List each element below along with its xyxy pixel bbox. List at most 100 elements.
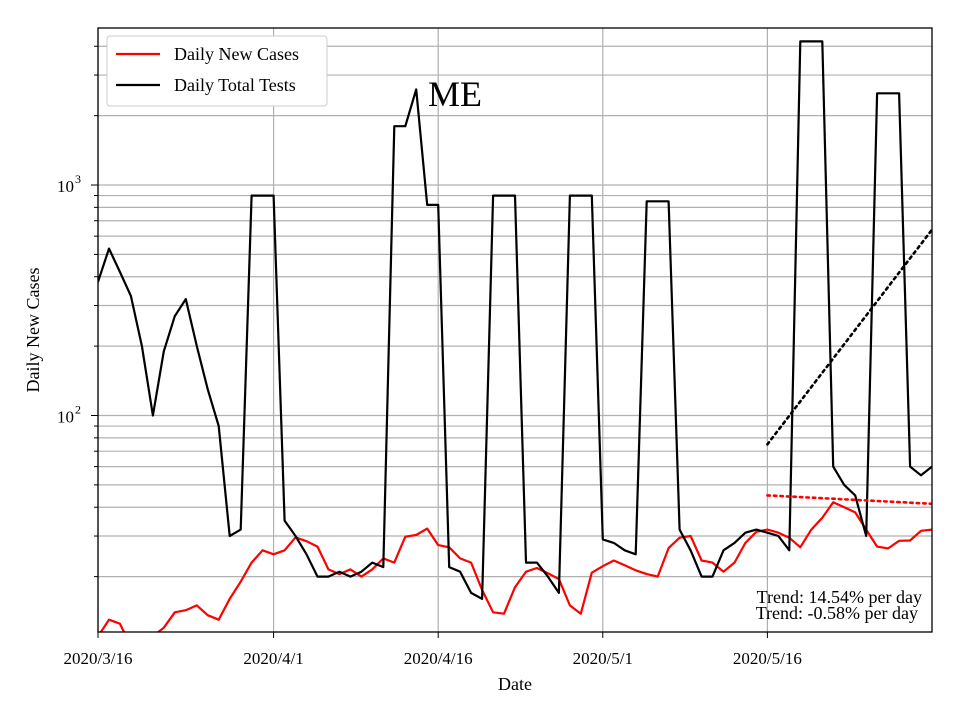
data-point-daily-total-tests [678, 528, 681, 531]
data-point-daily-new-cases [173, 611, 176, 614]
data-point-daily-new-cases [404, 535, 407, 538]
y-axis-label: Daily New Cases [23, 268, 43, 393]
data-point-daily-new-cases [393, 561, 396, 564]
data-point-daily-total-tests [909, 465, 912, 468]
series-layer [98, 40, 932, 632]
data-point-daily-total-tests [437, 204, 440, 207]
data-point-daily-total-tests [492, 194, 495, 197]
data-point-daily-new-cases [733, 561, 736, 564]
data-point-daily-new-cases [272, 553, 275, 556]
data-point-daily-new-cases [437, 544, 440, 547]
data-point-daily-new-cases [645, 573, 648, 576]
data-point-daily-total-tests [590, 194, 593, 197]
data-point-daily-new-cases [162, 626, 165, 629]
data-point-daily-new-cases [217, 618, 220, 621]
data-point-daily-total-tests [448, 566, 451, 569]
plot-area-frame [97, 27, 933, 633]
data-point-daily-new-cases [492, 611, 495, 614]
legend: Daily New Cases Daily Total Tests [106, 35, 328, 107]
data-point-daily-new-cases [283, 549, 286, 552]
data-point-daily-new-cases [799, 546, 802, 549]
y-tick-label: 10 [57, 408, 74, 427]
data-point-daily-total-tests [865, 535, 868, 538]
x-tick-label: 2020/5/1 [573, 649, 633, 668]
data-point-daily-total-tests [569, 194, 572, 197]
data-point-daily-total-tests [305, 553, 308, 556]
data-point-daily-new-cases [612, 559, 615, 562]
data-point-daily-new-cases [909, 539, 912, 542]
data-point-daily-total-tests [788, 549, 791, 552]
data-point-daily-total-tests [656, 200, 659, 203]
data-point-daily-new-cases [777, 531, 780, 534]
data-point-daily-new-cases [195, 604, 198, 607]
data-point-daily-new-cases [887, 547, 890, 550]
data-point-daily-total-tests [173, 315, 176, 318]
data-point-daily-total-tests [272, 194, 275, 197]
data-point-daily-total-tests [108, 247, 111, 250]
data-point-daily-total-tests [821, 40, 824, 43]
x-tick-label: 2020/4/1 [243, 649, 303, 668]
data-point-daily-total-tests [579, 194, 582, 197]
data-point-daily-total-tests [382, 566, 385, 569]
data-point-daily-total-tests [525, 561, 528, 564]
data-point-daily-new-cases [316, 545, 319, 548]
data-point-daily-total-tests [547, 575, 550, 578]
trend-annotation-cases: Trend: -0.58% per day [756, 603, 918, 623]
data-point-daily-total-tests [327, 575, 330, 578]
y-tick-label: 10 [57, 177, 74, 196]
data-point-daily-total-tests [162, 350, 165, 353]
data-point-daily-new-cases [239, 580, 242, 583]
data-point-daily-new-cases [119, 622, 122, 625]
data-point-daily-total-tests [887, 92, 890, 95]
legend-label-daily-new-cases: Daily New Cases [174, 44, 299, 64]
data-point-daily-total-tests [404, 125, 407, 128]
ticks: 2020/3/16 2020/4/1 2020/4/16 2020/5/1 2020/5… [57, 45, 802, 668]
data-point-daily-total-tests [195, 345, 198, 348]
data-point-daily-new-cases [459, 557, 462, 560]
data-point-daily-new-cases [810, 528, 813, 531]
data-point-daily-new-cases [876, 545, 879, 548]
data-point-daily-new-cases [108, 618, 111, 621]
data-point-daily-total-tests [612, 542, 615, 545]
data-point-daily-new-cases [184, 609, 187, 612]
data-point-daily-total-tests [766, 531, 769, 534]
data-point-daily-total-tests [711, 575, 714, 578]
series-line-daily-total-tests [98, 40, 932, 601]
data-point-daily-total-tests [689, 549, 692, 552]
data-point-daily-total-tests [645, 200, 648, 203]
data-point-daily-total-tests [536, 561, 539, 564]
data-point-daily-total-tests [634, 553, 637, 556]
y-tick-label-exponent: 3 [75, 172, 81, 186]
data-point-daily-total-tests [316, 575, 319, 578]
data-point-daily-total-tests [558, 592, 561, 595]
data-point-daily-new-cases [261, 549, 264, 552]
x-axis-label: Date [498, 674, 532, 694]
data-point-daily-total-tests [876, 92, 879, 95]
data-point-daily-total-tests [503, 194, 506, 197]
data-point-daily-new-cases [634, 569, 637, 572]
data-point-daily-total-tests [459, 570, 462, 573]
data-point-daily-total-tests [481, 598, 484, 601]
data-point-daily-total-tests [667, 200, 670, 203]
data-point-daily-new-cases [579, 612, 582, 615]
data-point-daily-new-cases [700, 559, 703, 562]
data-point-daily-new-cases [371, 568, 374, 571]
data-point-daily-total-tests [733, 542, 736, 545]
data-point-daily-total-tests [623, 549, 626, 552]
y-tick-label-exponent: 2 [75, 403, 81, 417]
data-point-daily-total-tests [920, 474, 923, 477]
data-point-daily-total-tests [119, 271, 122, 274]
data-point-daily-total-tests [470, 592, 473, 595]
data-point-daily-new-cases [360, 575, 363, 578]
data-point-daily-new-cases [678, 536, 681, 539]
data-point-daily-total-tests [152, 414, 155, 417]
data-point-daily-new-cases [843, 506, 846, 509]
data-point-daily-total-tests [206, 388, 209, 391]
data-point-daily-total-tests [514, 194, 517, 197]
data-point-daily-new-cases [349, 568, 352, 571]
data-point-daily-total-tests [239, 528, 242, 531]
series-line-daily-new-cases [99, 501, 932, 632]
data-point-daily-total-tests [283, 519, 286, 522]
series-line-trend-cases [766, 494, 932, 506]
